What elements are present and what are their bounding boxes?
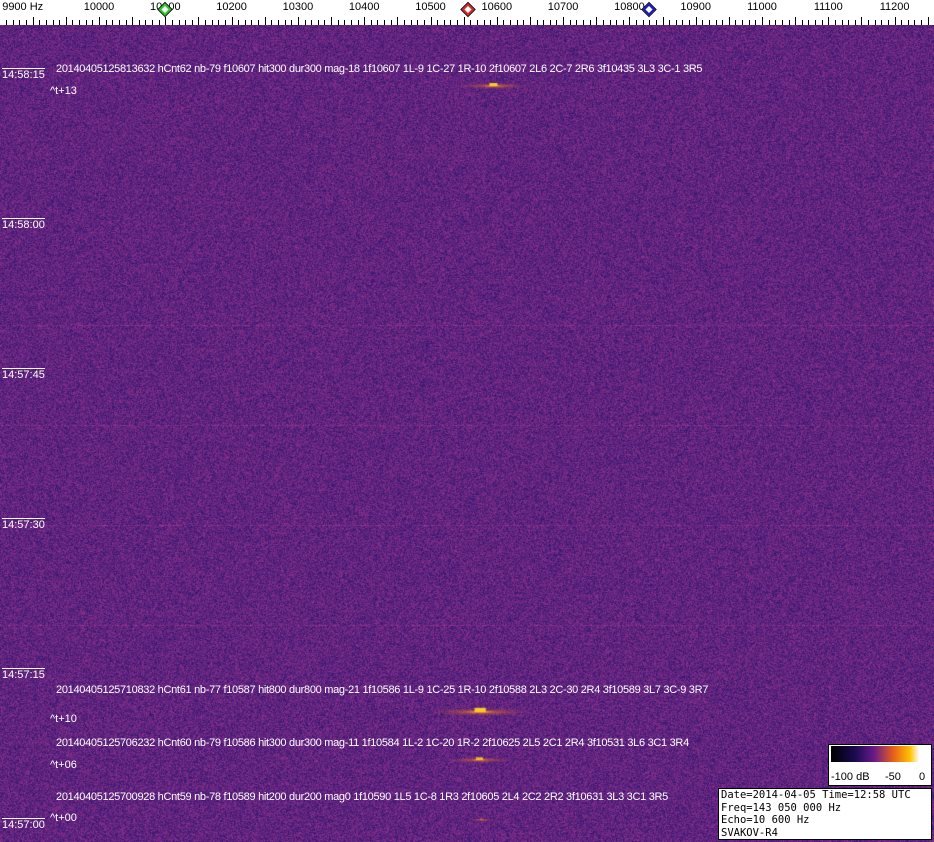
info-echo: Echo=10 600 Hz (721, 814, 931, 827)
frequency-tick (663, 17, 664, 25)
frequency-label: 10400 (349, 1, 380, 13)
color-scale-legend: -100 dB -50 0 (828, 744, 932, 786)
event-relative-time: ^t+06 (50, 759, 77, 771)
blue-marker[interactable] (643, 3, 656, 16)
frequency-tick (828, 17, 829, 25)
legend-label: -50 (885, 771, 901, 783)
frequency-tick (232, 17, 233, 25)
frequency-tick (265, 17, 266, 25)
frequency-tick (596, 17, 597, 25)
station-info-box: Date=2014-04-05 Time=12:58 UTC Freq=143 … (718, 788, 932, 840)
frequency-tick (99, 17, 100, 25)
frequency-tick (861, 17, 862, 25)
frequency-tick (364, 17, 365, 25)
frequency-axis: 9900 Hz100001010010200103001040010500106… (0, 0, 934, 25)
time-label: 14:57:30 (2, 518, 45, 531)
frequency-tick (530, 17, 531, 25)
frequency-label: 11000 (747, 1, 777, 13)
frequency-label: 10000 (84, 1, 115, 13)
frequency-label: 10200 (216, 1, 247, 13)
frequency-label: 9900 Hz (2, 1, 43, 13)
frequency-tick (762, 17, 763, 25)
event-relative-time: ^t+10 (50, 713, 77, 725)
time-label: 14:58:15 (2, 68, 45, 81)
time-label: 14:57:00 (2, 818, 45, 831)
frequency-tick (928, 17, 929, 25)
frequency-label: 10500 (415, 1, 446, 13)
frequency-tick (696, 17, 697, 25)
frequency-tick (331, 17, 332, 25)
frequency-tick (497, 17, 498, 25)
frequency-tick (397, 17, 398, 25)
frequency-label: 11100 (814, 1, 843, 13)
frequency-label: 10800 (614, 1, 645, 13)
event-relative-time: ^t+00 (50, 812, 77, 824)
time-label: 14:57:15 (2, 668, 45, 681)
color-gradient (831, 746, 927, 762)
frequency-tick (895, 17, 896, 25)
frequency-tick (165, 17, 166, 25)
frequency-label: 10700 (548, 1, 579, 13)
spectrogram-waterfall (0, 25, 934, 842)
frequency-tick (729, 17, 730, 25)
frequency-tick (431, 17, 432, 25)
time-label: 14:58:00 (2, 218, 45, 231)
event-info: 20140405125706232 hCnt60 nb-79 f10586 hi… (56, 737, 689, 749)
frequency-label: 10300 (283, 1, 314, 13)
frequency-tick (33, 17, 34, 25)
red-marker[interactable] (461, 3, 474, 16)
info-freq: Freq=143 050 000 Hz (721, 802, 931, 815)
frequency-label: 10900 (680, 1, 711, 13)
time-label: 14:57:45 (2, 368, 45, 381)
event-info: 20140405125710832 hCnt61 nb-77 f10587 hi… (56, 684, 708, 696)
legend-label: -100 dB (831, 771, 870, 783)
event-relative-time: ^t+13 (50, 85, 77, 97)
event-info: 20140405125700928 hCnt59 nb-78 f10589 hi… (56, 791, 668, 803)
frequency-tick (198, 17, 199, 25)
frequency-tick (795, 17, 796, 25)
frequency-tick (66, 17, 67, 25)
frequency-label: 10600 (482, 1, 513, 13)
event-info: 20140405125813632 hCnt62 nb-79 f10607 hi… (56, 63, 702, 75)
frequency-tick (629, 17, 630, 25)
legend-label: 0 (919, 771, 925, 783)
frequency-tick (298, 17, 299, 25)
info-date: Date=2014-04-05 Time=12:58 UTC (721, 789, 931, 802)
frequency-label: 11200 (880, 1, 910, 13)
frequency-tick (563, 17, 564, 25)
frequency-tick (132, 17, 133, 25)
frequency-tick (464, 17, 465, 25)
info-station: SVAKOV-R4 (721, 827, 931, 840)
